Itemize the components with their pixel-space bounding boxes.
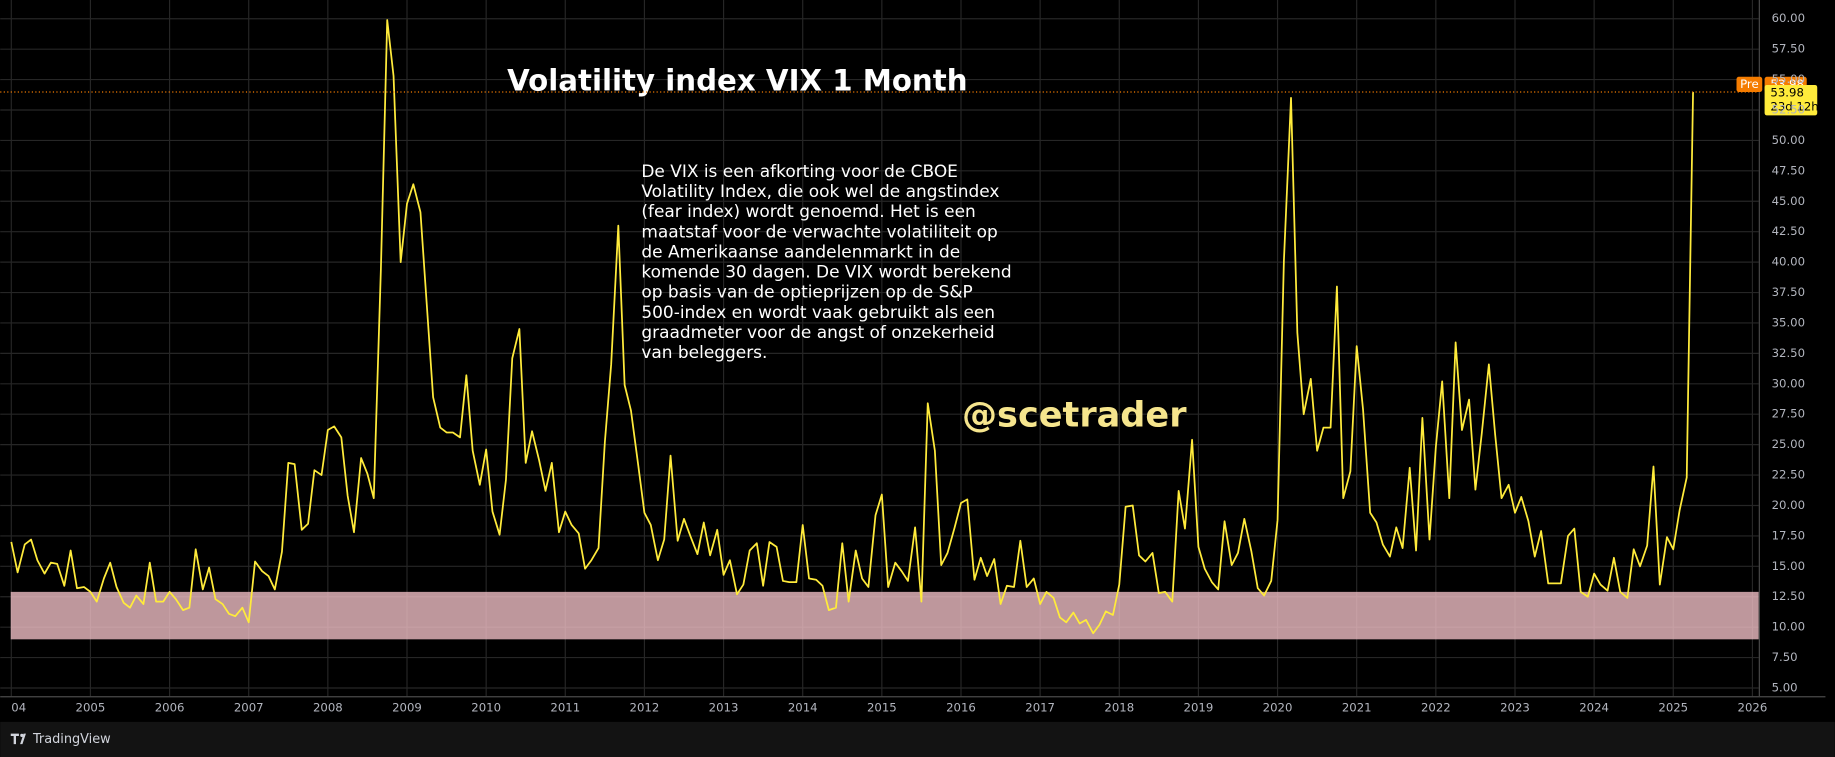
line-layer — [10, 19, 1694, 635]
x-tick-label: 2024 — [1579, 700, 1609, 714]
logo-dot — [20, 733, 24, 737]
x-tick-label: 2006 — [155, 700, 185, 714]
y-tick-label: 20.00 — [1772, 498, 1805, 512]
x-tick-label: 2009 — [392, 700, 422, 714]
description-line: van beleggers. — [641, 342, 767, 362]
description-line: maatstaf voor de verwachte volatiliteit … — [641, 221, 997, 241]
x-tick-label: 04 — [11, 700, 26, 714]
vix-line — [10, 19, 1694, 635]
description-line: (fear index) wordt genoemd. Het is een — [641, 201, 975, 221]
x-tick-label: 2008 — [313, 700, 343, 714]
y-tick-label: 50.00 — [1772, 133, 1805, 147]
brand: TradingView — [32, 732, 111, 747]
logo-icon — [10, 733, 26, 745]
y-tick-label: 27.50 — [1772, 407, 1805, 421]
y-tick-label: 42.50 — [1772, 224, 1805, 238]
x-tick-label: 2020 — [1263, 700, 1293, 714]
description-line: Volatility Index, die ook wel de angstin… — [641, 181, 999, 201]
x-tick-label: 2014 — [788, 700, 818, 714]
x-tick-label: 2005 — [76, 700, 106, 714]
y-tick-label: 5.00 — [1772, 681, 1798, 695]
x-tick-label: 2012 — [630, 700, 660, 714]
y-tick-label: 30.00 — [1772, 376, 1805, 390]
x-tick-label: 2025 — [1658, 700, 1688, 714]
x-tick-label: 2007 — [234, 700, 264, 714]
description-line: de Amerikaanse aandelenmarkt in de — [641, 241, 960, 261]
y-tick-label: 25.00 — [1772, 437, 1805, 451]
support-band — [10, 591, 1759, 640]
x-tick-label: 2015 — [867, 700, 897, 714]
y-tick-label: 60.00 — [1772, 11, 1805, 25]
y-tick-label: 7.50 — [1772, 650, 1798, 664]
x-tick-label: 2019 — [1184, 700, 1214, 714]
y-tick-label: 15.00 — [1772, 559, 1805, 573]
watermark: @scetrader — [962, 395, 1187, 436]
description-line: De VIX is een afkorting voor de CBOE — [641, 161, 958, 181]
description: De VIX is een afkorting voor de CBOEVola… — [641, 161, 1011, 362]
x-tick-label: 2018 — [1104, 700, 1134, 714]
description-line: 500-index en wordt vaak gebruikt als een — [641, 302, 995, 322]
pre-tag-bg — [1736, 76, 1763, 92]
y-tick-label: 57.50 — [1772, 42, 1805, 56]
x-tick-label: 2022 — [1421, 700, 1451, 714]
y-tick-label: 32.50 — [1772, 346, 1805, 360]
x-tick-label: 2010 — [471, 700, 501, 714]
y-tick-label: 22.50 — [1772, 468, 1805, 482]
x-tick-label: 2021 — [1342, 700, 1372, 714]
x-tick-label: 2023 — [1500, 700, 1530, 714]
x-tick-label: 2013 — [709, 700, 739, 714]
countdown: 23d 12h — [1770, 100, 1818, 114]
tradingview-logo: TradingView — [10, 732, 111, 747]
description-line: op basis van de optieprijzen op de S&P — [641, 282, 972, 302]
footer-bar — [0, 721, 1835, 757]
y-tick-label: 12.50 — [1772, 589, 1805, 603]
x-tick-label: 2017 — [1025, 700, 1055, 714]
pre-tag: Pre — [1740, 77, 1759, 91]
x-tick-label: 2016 — [946, 700, 976, 714]
y-tick-label: 47.50 — [1772, 163, 1805, 177]
description-line: komende 30 dagen. De VIX wordt berekend — [641, 262, 1011, 282]
x-tick-label: 2011 — [550, 700, 580, 714]
y-tick-label: 55.00 — [1772, 72, 1805, 86]
last-price: 53.98 — [1770, 86, 1803, 100]
band-layer — [10, 591, 1759, 640]
y-tick-label: 52.50 — [1772, 103, 1805, 117]
last-price-bg — [1764, 84, 1818, 116]
y-tick-label: 40.00 — [1772, 255, 1805, 269]
y-tick-label: 17.50 — [1772, 528, 1805, 542]
x-tick-label: 2026 — [1738, 700, 1768, 714]
description-line: graadmeter voor de angst of onzekerheid — [641, 322, 994, 342]
y-tick-label: 35.00 — [1772, 315, 1805, 329]
y-tick-label: 45.00 — [1772, 194, 1805, 208]
y-tick-label: 37.50 — [1772, 285, 1805, 299]
y-tick-label: 10.00 — [1772, 620, 1805, 634]
